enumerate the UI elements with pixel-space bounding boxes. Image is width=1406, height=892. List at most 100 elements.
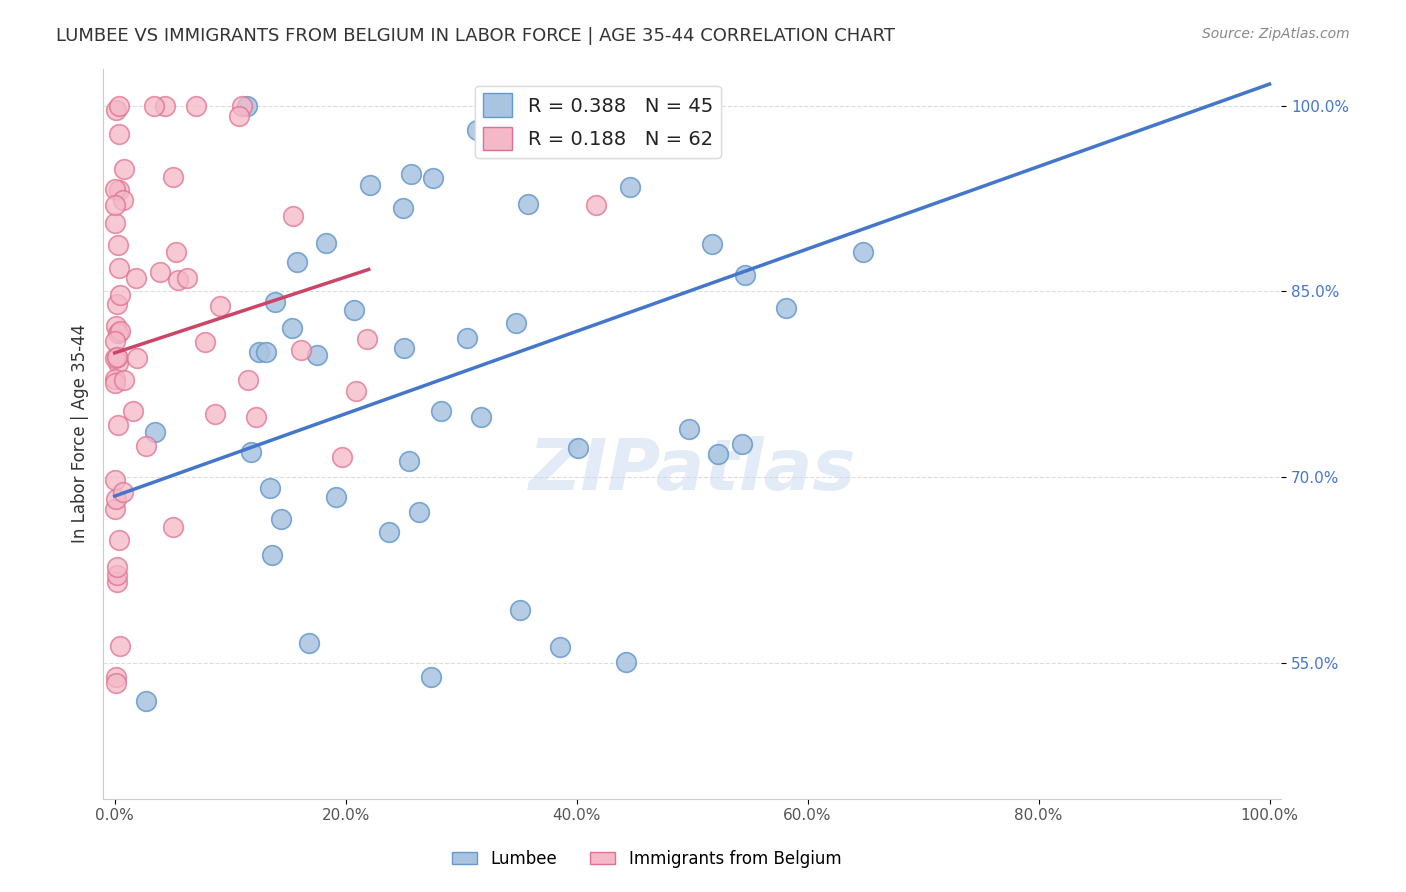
Lumbee <box>509 602 531 616</box>
Lumbee <box>297 636 319 650</box>
Immigrants from Belgium <box>162 170 184 185</box>
Immigrants from Belgium <box>238 373 260 387</box>
Text: Source: ZipAtlas.com: Source: ZipAtlas.com <box>1202 27 1350 41</box>
Immigrants from Belgium <box>107 326 129 341</box>
Lumbee <box>399 168 422 182</box>
Immigrants from Belgium <box>107 533 129 547</box>
Immigrants from Belgium <box>104 473 127 487</box>
Lumbee <box>734 268 756 283</box>
Text: LUMBEE VS IMMIGRANTS FROM BELGIUM IN LABOR FORCE | AGE 35-44 CORRELATION CHART: LUMBEE VS IMMIGRANTS FROM BELGIUM IN LAB… <box>56 27 896 45</box>
Immigrants from Belgium <box>108 261 131 276</box>
Lumbee <box>256 344 278 359</box>
Lumbee <box>852 245 875 260</box>
Lumbee <box>281 321 304 335</box>
Lumbee <box>262 548 284 562</box>
Immigrants from Belgium <box>105 350 128 364</box>
Immigrants from Belgium <box>228 109 250 123</box>
Legend: R = 0.388   N = 45, R = 0.188   N = 62: R = 0.388 N = 45, R = 0.188 N = 62 <box>475 86 721 158</box>
Immigrants from Belgium <box>105 670 128 684</box>
Immigrants from Belgium <box>105 575 128 590</box>
Immigrants from Belgium <box>108 324 131 338</box>
Lumbee <box>398 454 420 468</box>
Lumbee <box>505 316 527 330</box>
Immigrants from Belgium <box>104 351 127 365</box>
Immigrants from Belgium <box>107 128 129 142</box>
Immigrants from Belgium <box>108 639 131 653</box>
Immigrants from Belgium <box>105 559 128 574</box>
Immigrants from Belgium <box>162 520 184 534</box>
Lumbee <box>422 170 444 185</box>
Immigrants from Belgium <box>104 502 127 516</box>
Immigrants from Belgium <box>176 271 198 285</box>
Immigrants from Belgium <box>112 485 135 500</box>
Immigrants from Belgium <box>104 216 127 230</box>
Lumbee <box>236 98 259 112</box>
Lumbee <box>259 481 281 495</box>
Immigrants from Belgium <box>167 272 190 286</box>
Immigrants from Belgium <box>165 244 187 259</box>
Lumbee <box>420 670 443 684</box>
Immigrants from Belgium <box>112 373 135 387</box>
Lumbee <box>135 694 157 708</box>
Legend: Lumbee, Immigrants from Belgium: Lumbee, Immigrants from Belgium <box>446 844 848 875</box>
Lumbee <box>240 445 263 459</box>
Immigrants from Belgium <box>104 182 127 196</box>
Immigrants from Belgium <box>110 288 132 302</box>
Immigrants from Belgium <box>585 198 607 212</box>
Lumbee <box>702 237 724 252</box>
Lumbee <box>325 490 347 504</box>
Immigrants from Belgium <box>104 676 127 690</box>
Immigrants from Belgium <box>104 334 127 349</box>
Immigrants from Belgium <box>344 384 367 399</box>
Lumbee <box>343 302 366 317</box>
Lumbee <box>408 505 430 519</box>
Lumbee <box>707 447 730 461</box>
Lumbee <box>467 123 489 137</box>
Immigrants from Belgium <box>121 404 143 418</box>
Immigrants from Belgium <box>105 297 128 311</box>
Immigrants from Belgium <box>186 98 208 112</box>
Immigrants from Belgium <box>105 350 128 364</box>
Lumbee <box>731 437 754 451</box>
Lumbee <box>359 178 381 192</box>
Lumbee <box>616 655 638 669</box>
Lumbee <box>247 345 270 359</box>
Lumbee <box>430 404 453 418</box>
Immigrants from Belgium <box>208 299 231 313</box>
Immigrants from Belgium <box>290 343 312 358</box>
Lumbee <box>516 197 538 211</box>
Immigrants from Belgium <box>149 265 172 279</box>
Immigrants from Belgium <box>142 98 165 112</box>
Lumbee <box>378 525 401 540</box>
Immigrants from Belgium <box>204 408 226 422</box>
Lumbee <box>263 295 285 310</box>
Lumbee <box>456 331 478 345</box>
Text: ZIPatlas: ZIPatlas <box>529 435 856 505</box>
Immigrants from Belgium <box>135 439 157 453</box>
Lumbee <box>143 425 166 439</box>
Lumbee <box>775 301 797 315</box>
Immigrants from Belgium <box>108 98 131 112</box>
Lumbee <box>315 235 337 250</box>
Lumbee <box>394 341 416 355</box>
Lumbee <box>550 640 572 654</box>
Immigrants from Belgium <box>104 318 127 333</box>
Lumbee <box>470 409 492 424</box>
Lumbee <box>567 441 589 455</box>
Immigrants from Belgium <box>104 103 127 117</box>
Immigrants from Belgium <box>231 98 253 112</box>
Immigrants from Belgium <box>104 198 127 212</box>
Immigrants from Belgium <box>125 351 148 365</box>
Immigrants from Belgium <box>194 334 217 349</box>
Immigrants from Belgium <box>107 237 129 252</box>
Immigrants from Belgium <box>245 410 267 425</box>
Immigrants from Belgium <box>356 332 378 346</box>
Immigrants from Belgium <box>153 98 176 112</box>
Immigrants from Belgium <box>107 417 129 432</box>
Lumbee <box>270 512 292 526</box>
Immigrants from Belgium <box>104 371 127 385</box>
Immigrants from Belgium <box>107 356 129 370</box>
Immigrants from Belgium <box>330 450 353 464</box>
Immigrants from Belgium <box>281 209 304 223</box>
Lumbee <box>498 98 520 112</box>
